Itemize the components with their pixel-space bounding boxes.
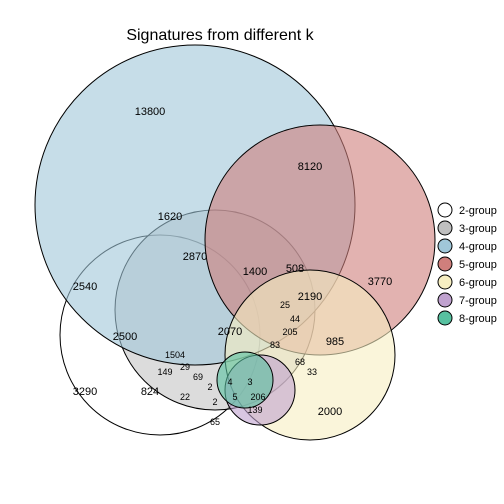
region-count: 139: [247, 405, 262, 415]
chart-title: Signatures from different k: [126, 27, 314, 44]
region-count: 2: [212, 397, 217, 407]
region-count: 2870: [183, 251, 207, 263]
legend-label: 3-group: [459, 223, 497, 235]
legend-swatch: [438, 203, 452, 217]
region-count: 44: [290, 314, 300, 324]
region-count: 5: [232, 392, 237, 402]
legend-swatch: [438, 275, 452, 289]
region-count: 206: [250, 392, 265, 402]
legend-label: 7-group: [459, 295, 497, 307]
region-count: 3290: [73, 386, 97, 398]
legend-swatch: [438, 239, 452, 253]
region-count: 4: [227, 377, 232, 387]
region-count: 2540: [73, 281, 97, 293]
legend-label: 2-group: [459, 205, 497, 217]
legend-swatch: [438, 311, 452, 325]
region-count: 3: [247, 377, 252, 387]
region-count: 985: [326, 336, 344, 348]
region-count: 83: [270, 340, 280, 350]
legend-label: 5-group: [459, 259, 497, 271]
region-count: 8120: [298, 161, 322, 173]
region-count: 25: [280, 300, 290, 310]
region-count: 68: [295, 357, 305, 367]
region-count: 1400: [243, 266, 267, 278]
region-count: 22: [180, 392, 190, 402]
legend-label: 4-group: [459, 241, 497, 253]
legend-swatch: [438, 257, 452, 271]
region-count: 2190: [298, 291, 322, 303]
region-count: 2: [207, 382, 212, 392]
region-count: 3770: [368, 276, 392, 288]
legend-swatch: [438, 293, 452, 307]
legend-label: 6-group: [459, 277, 497, 289]
region-count: 824: [141, 386, 159, 398]
legend-swatch: [438, 221, 452, 235]
region-count: 65: [210, 417, 220, 427]
legend-label: 8-group: [459, 313, 497, 325]
region-count: 1620: [158, 211, 182, 223]
region-count: 69: [193, 372, 203, 382]
region-count: 508: [286, 263, 304, 275]
region-count: 205: [282, 327, 297, 337]
region-count: 1504: [165, 350, 185, 360]
region-count: 33: [307, 367, 317, 377]
region-count: 13800: [135, 106, 166, 118]
region-count: 2070: [218, 326, 242, 338]
region-count: 2000: [318, 406, 342, 418]
region-count: 2500: [113, 331, 137, 343]
region-count: 149: [157, 367, 172, 377]
region-count: 29: [180, 362, 190, 372]
